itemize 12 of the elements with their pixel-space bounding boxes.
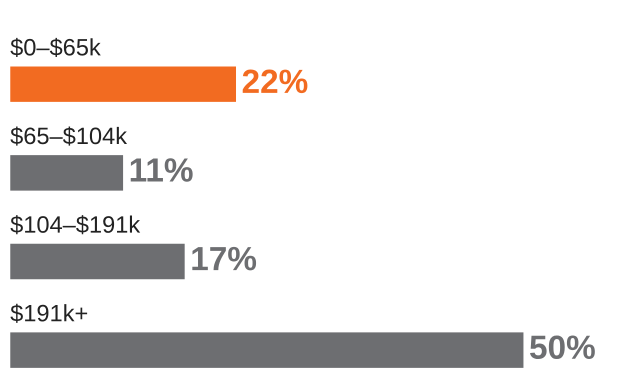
y-tick-label: $0–$65k <box>10 38 101 58</box>
y-tick-label: $104–$191k <box>10 215 140 234</box>
data-label: 11% <box>130 158 193 182</box>
y-tick-label: $191k+ <box>10 304 88 323</box>
bar <box>10 66 236 102</box>
y-tick-label: $65–$104k <box>10 126 128 146</box>
data-label: 17% <box>192 246 256 270</box>
bar <box>10 332 524 368</box>
bar <box>10 244 185 280</box>
bar <box>10 155 124 191</box>
data-label: 50% <box>530 335 595 360</box>
data-label: 22% <box>242 70 308 94</box>
